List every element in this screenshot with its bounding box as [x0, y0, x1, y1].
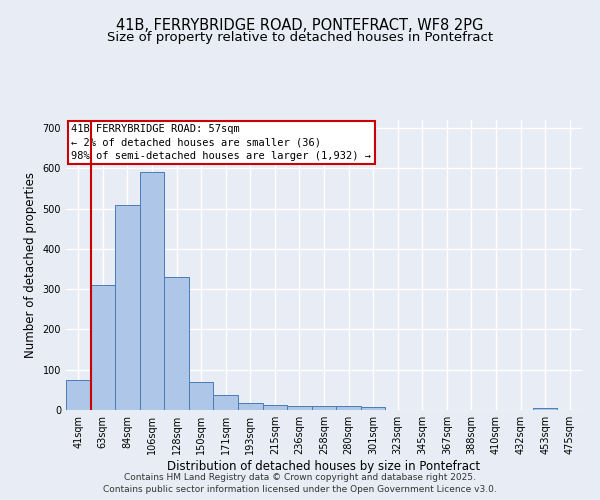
Bar — [66, 380, 91, 410]
Bar — [312, 406, 336, 410]
Text: Contains public sector information licensed under the Open Government Licence v3: Contains public sector information licen… — [103, 485, 497, 494]
Bar — [336, 406, 361, 410]
Bar — [214, 395, 238, 410]
Bar — [164, 277, 189, 410]
Text: 41B FERRYBRIDGE ROAD: 57sqm
← 2% of detached houses are smaller (36)
98% of semi: 41B FERRYBRIDGE ROAD: 57sqm ← 2% of deta… — [71, 124, 371, 161]
Bar — [140, 172, 164, 410]
Bar — [361, 407, 385, 410]
Bar — [115, 204, 140, 410]
Y-axis label: Number of detached properties: Number of detached properties — [24, 172, 37, 358]
Bar — [189, 382, 214, 410]
X-axis label: Distribution of detached houses by size in Pontefract: Distribution of detached houses by size … — [167, 460, 481, 473]
Bar — [263, 405, 287, 410]
Bar — [91, 285, 115, 410]
Bar — [287, 406, 312, 410]
Text: Size of property relative to detached houses in Pontefract: Size of property relative to detached ho… — [107, 31, 493, 44]
Text: Contains HM Land Registry data © Crown copyright and database right 2025.: Contains HM Land Registry data © Crown c… — [124, 472, 476, 482]
Bar — [533, 408, 557, 410]
Bar — [238, 403, 263, 410]
Text: 41B, FERRYBRIDGE ROAD, PONTEFRACT, WF8 2PG: 41B, FERRYBRIDGE ROAD, PONTEFRACT, WF8 2… — [116, 18, 484, 32]
